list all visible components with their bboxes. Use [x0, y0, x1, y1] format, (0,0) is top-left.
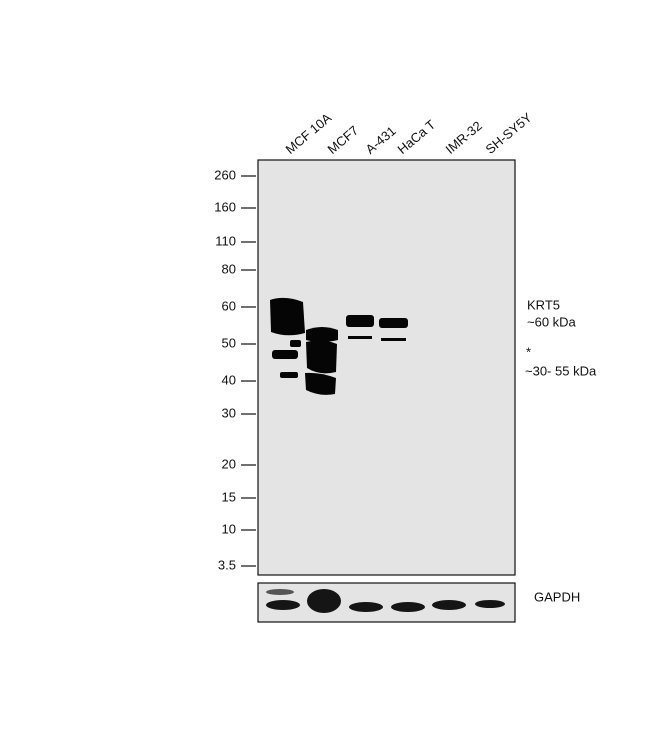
bands	[270, 297, 408, 395]
marker-label: 20	[222, 456, 236, 471]
marker-label: 40	[222, 372, 236, 387]
other-size: ~30- 55 kDa	[525, 363, 597, 378]
band	[290, 340, 301, 347]
loading-control-label: GAPDH	[534, 589, 580, 604]
band	[266, 589, 294, 595]
band	[270, 297, 305, 336]
band	[432, 600, 466, 610]
gapdh-bands	[266, 589, 505, 613]
band	[272, 350, 298, 359]
band	[348, 336, 372, 339]
band	[306, 340, 337, 374]
marker-label: 10	[222, 521, 236, 536]
band	[266, 600, 300, 610]
band	[349, 602, 383, 612]
marker-label: 160	[214, 199, 236, 214]
band	[305, 372, 336, 395]
lane-label: MCF7	[324, 123, 361, 157]
target-size: ~60 kDa	[527, 314, 577, 329]
band	[280, 372, 298, 378]
marker-labels: 260 160 110 80 60 50 40 30 20 15 10 3.5	[214, 167, 256, 572]
marker-label: 30	[222, 405, 236, 420]
marker-label: 15	[222, 489, 236, 504]
target-label: KRT5	[527, 297, 560, 312]
marker-label: 3.5	[218, 557, 236, 572]
band	[307, 589, 341, 613]
band	[475, 600, 505, 608]
lane-label: IMR-32	[442, 118, 484, 157]
gapdh-panel	[257, 582, 516, 623]
lane-label: SH-SY5Y	[482, 109, 535, 156]
blot-panel	[257, 159, 516, 576]
marker-label: 50	[222, 335, 236, 350]
marker-label: 60	[222, 298, 236, 313]
asterisk: *	[526, 344, 531, 359]
band	[346, 315, 374, 327]
marker-label: 260	[214, 167, 236, 182]
lane-label: MCF 10A	[282, 110, 334, 157]
lane-label: A-431	[362, 123, 398, 157]
marker-label: 80	[222, 261, 236, 276]
band	[379, 318, 408, 328]
lane-label: HaCa T	[394, 117, 438, 157]
band	[391, 602, 425, 612]
band	[306, 327, 338, 342]
marker-label: 110	[215, 233, 236, 248]
band	[381, 338, 406, 341]
